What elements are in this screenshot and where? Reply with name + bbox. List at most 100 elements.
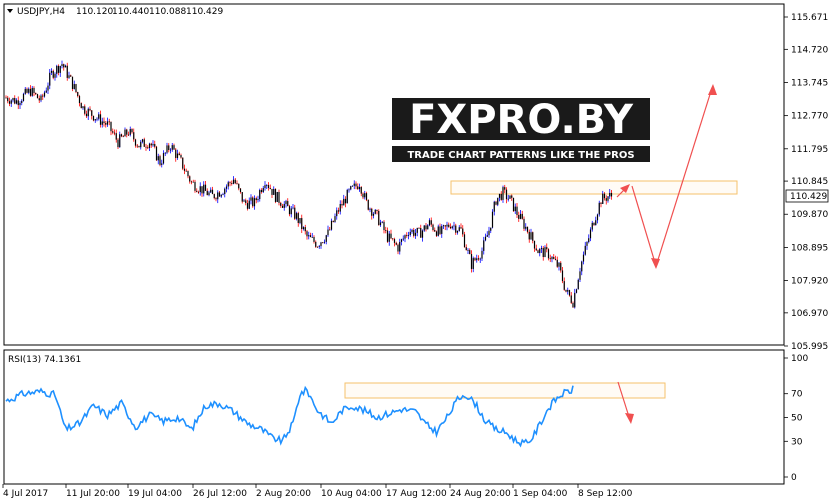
price-tick-label: 113.745 [791, 78, 828, 88]
candle-body [294, 207, 296, 219]
candle-body [299, 218, 301, 224]
candle-body [364, 193, 366, 198]
candle-body [425, 225, 427, 230]
price-tick-label: 105.995 [791, 342, 828, 352]
candle-body [439, 226, 441, 234]
candle-body [500, 193, 502, 200]
candle-body [15, 100, 18, 104]
dropdown-triangle-icon[interactable] [7, 9, 13, 13]
candle-body [113, 132, 116, 134]
candle-body [369, 208, 371, 210]
candle-body [337, 210, 340, 212]
candle-body [92, 115, 95, 121]
candle-body [129, 129, 131, 135]
candle-body [40, 95, 42, 101]
candle-body [301, 218, 303, 230]
candle-body [239, 188, 242, 193]
candle-body [528, 231, 530, 240]
candle-body [402, 238, 404, 240]
candles-group [5, 60, 613, 309]
time-tick-label: 8 Sep 12:00 [578, 489, 633, 499]
candle-body [516, 206, 518, 216]
candle-body [518, 215, 520, 219]
candle-body [570, 295, 572, 303]
candle-body [68, 75, 70, 78]
candle-body [176, 153, 179, 158]
candle-body [535, 248, 537, 251]
candle-body [320, 242, 322, 247]
candle-body [222, 194, 224, 195]
candle-body [563, 281, 565, 290]
candle-body [561, 270, 564, 282]
candle-body [59, 66, 61, 73]
candle-body [297, 213, 299, 224]
candle-body [283, 203, 285, 208]
arrow-up-line [655, 87, 713, 267]
candle-body [308, 235, 310, 237]
candle-body [306, 231, 308, 237]
candle-body [448, 224, 450, 227]
candle-body [231, 183, 233, 184]
rsi-axis[interactable]: 100 70 50 30 0 [784, 354, 808, 483]
candle-body [567, 290, 569, 292]
candle-body [456, 230, 459, 233]
price-tick-label: 110.845 [791, 177, 828, 187]
candle-body [315, 241, 317, 247]
arrow-down-line [631, 185, 657, 267]
candle-body [432, 224, 434, 230]
candle-body [553, 257, 555, 259]
candle-body [49, 72, 51, 86]
candle-body [164, 152, 166, 154]
candle-body [565, 289, 567, 292]
price-tick-label: 106.970 [791, 309, 828, 319]
candle-body [530, 232, 532, 240]
candle-body [119, 134, 121, 148]
candle-body [253, 198, 256, 207]
candle-body [80, 103, 82, 109]
price-tick-label: 109.870 [791, 210, 828, 220]
candle-body [264, 185, 266, 189]
candle-body [224, 188, 226, 195]
candle-body [287, 201, 289, 207]
candle-body [120, 134, 123, 137]
close-value: 110.429 [186, 7, 223, 17]
candle-body [56, 65, 58, 74]
candle-body [98, 114, 100, 119]
price-axis[interactable]: 115.671 114.720 113.745 112.770 111.795 110.8… [784, 13, 828, 352]
candle-body [45, 90, 47, 93]
candle-body [511, 195, 513, 198]
candle-body [554, 258, 557, 260]
candle-body [486, 235, 488, 237]
candle-body [138, 145, 140, 148]
candle-body [357, 186, 359, 190]
candle-body [558, 262, 560, 267]
candle-body [463, 234, 466, 248]
candle-body [150, 143, 152, 146]
candle-body [434, 229, 436, 232]
current-price-box [785, 189, 829, 203]
candle-body [586, 242, 588, 246]
price-tick-label: 114.720 [791, 45, 828, 55]
candle-body [159, 156, 161, 165]
candle-body [365, 193, 368, 200]
candle-body [507, 198, 509, 200]
candle-body [577, 279, 579, 290]
candle-body [106, 121, 109, 125]
candle-body [292, 207, 294, 209]
candle-body [108, 121, 110, 123]
candle-body [404, 235, 406, 239]
candle-body [355, 183, 357, 187]
candle-body [533, 240, 536, 249]
candle-body [194, 181, 196, 191]
price-tick-label: 112.770 [791, 112, 828, 122]
candle-body [378, 211, 380, 226]
candle-body [148, 143, 151, 148]
candle-body [551, 257, 553, 260]
candle-body [89, 108, 91, 111]
candle-body [344, 198, 347, 204]
candle-body [414, 232, 417, 236]
time-axis[interactable]: 4 Jul 2017 11 Jul 20:00 19 Jul 04:00 26 Jul… [2, 484, 633, 499]
candle-body [560, 262, 562, 271]
